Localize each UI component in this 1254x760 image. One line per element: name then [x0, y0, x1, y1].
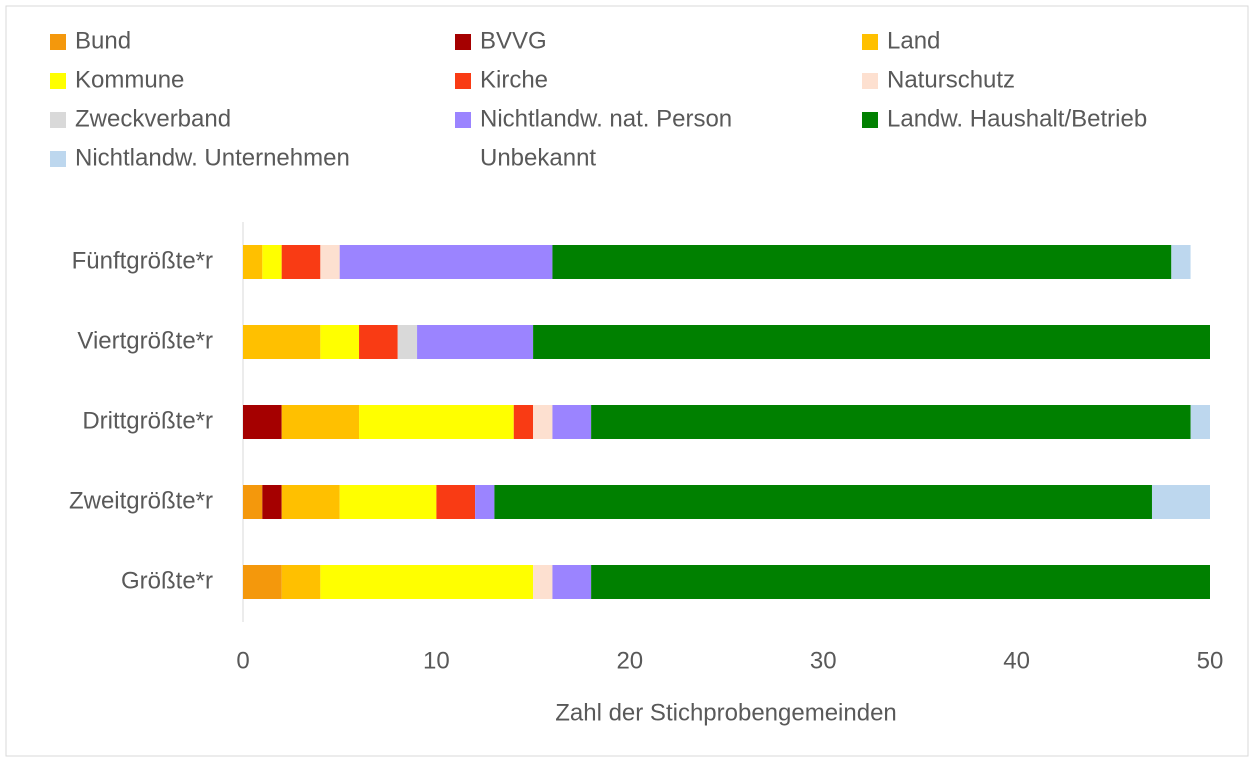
bar-segment — [513, 405, 534, 439]
bar-segment — [281, 405, 360, 439]
legend-swatch — [50, 112, 66, 128]
bar-segment — [436, 485, 476, 519]
bar-segment — [243, 405, 282, 439]
bar-segment — [243, 325, 321, 359]
x-tick-label: 50 — [1197, 647, 1224, 674]
legend-label: Bund — [75, 27, 131, 54]
legend-label: Land — [887, 27, 940, 54]
legend-swatch — [862, 73, 878, 89]
bar-segment — [591, 565, 1210, 599]
legend-label: BVVG — [480, 27, 547, 54]
bar-segment — [320, 245, 340, 279]
legend-label: Kirche — [480, 66, 548, 93]
legend-label: Naturschutz — [887, 66, 1015, 93]
bar-segment — [262, 485, 282, 519]
bar-segment — [1190, 245, 1210, 279]
legend-label: Zweckverband — [75, 105, 231, 132]
chart-frame — [5, 5, 1249, 757]
x-tick-label: 40 — [1003, 647, 1030, 674]
bar-segment — [552, 245, 1172, 279]
bar-segment — [552, 565, 592, 599]
y-tick-label: Fünftgrößte*r — [72, 247, 213, 274]
bar-segment — [262, 245, 282, 279]
bar-segment — [417, 325, 534, 359]
legend-swatch — [455, 151, 471, 167]
bar-segment — [281, 245, 321, 279]
legend-swatch — [455, 112, 471, 128]
bar-segment — [533, 565, 553, 599]
y-tick-label: Drittgrößte*r — [82, 407, 213, 434]
legend-label: Unbekannt — [480, 144, 596, 171]
legend-swatch — [50, 73, 66, 89]
bar-segment — [552, 405, 592, 439]
x-tick-label: 10 — [423, 647, 450, 674]
bar-segment — [359, 325, 398, 359]
x-tick-label: 0 — [236, 647, 249, 674]
legend-swatch — [455, 73, 471, 89]
bar-segment — [533, 325, 1210, 359]
bar-segment — [281, 485, 340, 519]
y-tick-label: Größte*r — [121, 567, 213, 594]
bar-segment — [339, 485, 437, 519]
legend-swatch — [862, 34, 878, 50]
bar-segment — [397, 325, 418, 359]
bar-segment — [359, 405, 514, 439]
bar-segment — [339, 245, 553, 279]
bar-segment — [243, 245, 263, 279]
bar-segment — [1151, 485, 1210, 519]
y-tick-label: Zweitgrößte*r — [69, 487, 213, 514]
bar-segment — [494, 485, 1152, 519]
bar-segment — [1171, 245, 1191, 279]
bar-segment — [533, 405, 553, 439]
bar-segment — [475, 485, 495, 519]
legend-label: Landw. Haushalt/Betrieb — [887, 105, 1147, 132]
bar-segment — [243, 485, 263, 519]
bar-segment — [591, 405, 1191, 439]
bar-segment — [281, 565, 321, 599]
legend-swatch — [455, 34, 471, 50]
legend-label: Nichtlandw. nat. Person — [480, 105, 732, 132]
bar-segment — [1190, 405, 1210, 439]
legend-label: Kommune — [75, 66, 184, 93]
y-tick-label: Viertgrößte*r — [77, 327, 213, 354]
x-tick-label: 30 — [810, 647, 837, 674]
legend-swatch — [50, 34, 66, 50]
bar-segment — [320, 565, 534, 599]
legend-swatch — [862, 112, 878, 128]
x-axis-title: Zahl der Stichprobengemeinden — [555, 699, 897, 726]
legend-swatch — [50, 151, 66, 167]
bar-segment — [243, 565, 282, 599]
bar-segment — [320, 325, 360, 359]
x-tick-label: 20 — [616, 647, 643, 674]
legend-label: Nichtlandw. Unternehmen — [75, 144, 350, 171]
